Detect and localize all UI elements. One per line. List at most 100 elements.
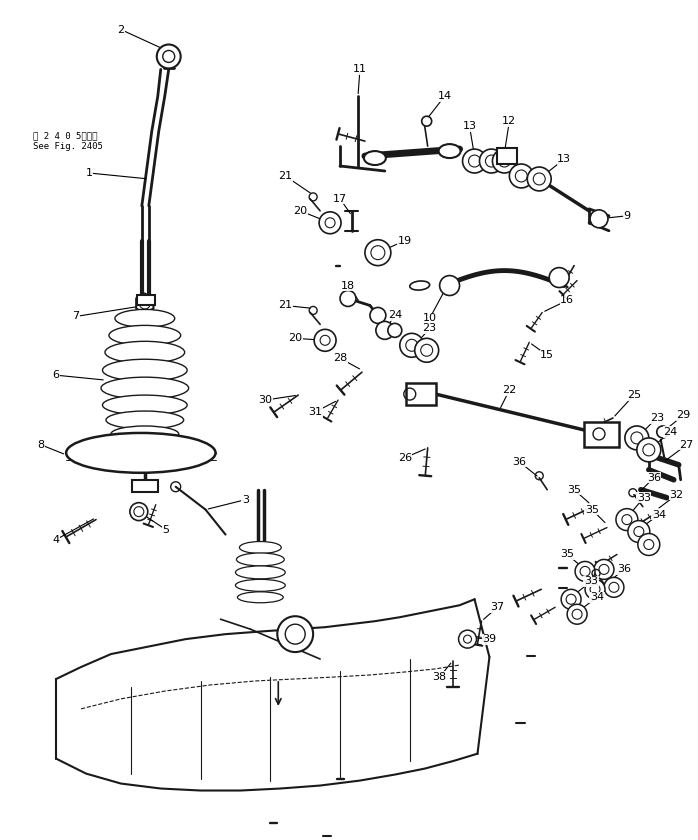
Circle shape [638,533,660,555]
Text: 13: 13 [463,121,477,131]
Text: 21: 21 [279,301,292,311]
Text: 33: 33 [584,576,598,586]
Text: 2: 2 [117,24,124,34]
Circle shape [463,149,487,173]
Circle shape [415,339,438,362]
Ellipse shape [105,341,185,363]
Ellipse shape [239,542,281,554]
Bar [584,422,619,447]
Text: 18: 18 [341,281,355,291]
Text: 6: 6 [52,370,59,381]
Circle shape [616,509,638,531]
Text: 34: 34 [652,510,666,520]
Text: 34: 34 [590,592,604,602]
Circle shape [130,502,148,521]
Ellipse shape [364,151,386,165]
Circle shape [157,45,181,68]
Ellipse shape [235,580,285,591]
Circle shape [277,617,313,652]
Text: 13: 13 [557,154,571,164]
Circle shape [585,580,605,599]
Circle shape [440,276,459,296]
Circle shape [365,239,391,265]
Text: 1: 1 [86,168,93,178]
Text: 24: 24 [387,311,402,320]
Polygon shape [136,293,154,313]
Ellipse shape [237,553,284,566]
Text: 16: 16 [560,296,574,306]
Text: 37: 37 [490,602,505,612]
Text: 24: 24 [664,427,678,437]
Bar [498,148,517,164]
Ellipse shape [438,144,461,158]
Ellipse shape [235,566,285,579]
Circle shape [604,577,624,597]
Circle shape [319,212,341,234]
Circle shape [370,307,386,323]
Text: 10: 10 [423,313,437,323]
Circle shape [314,329,336,351]
Circle shape [625,426,649,450]
Circle shape [376,322,394,339]
Circle shape [492,149,517,173]
Circle shape [480,149,503,173]
Circle shape [628,521,650,543]
Ellipse shape [66,433,216,473]
Text: 第 2 4 0 5回参照
See Fig. 2405: 第 2 4 0 5回参照 See Fig. 2405 [33,131,103,150]
Text: 38: 38 [433,672,447,682]
Text: 12: 12 [503,116,517,126]
Text: 8: 8 [38,440,45,450]
Circle shape [340,291,356,307]
Circle shape [459,630,477,648]
Text: 35: 35 [585,505,599,515]
Ellipse shape [101,377,188,399]
Text: 35: 35 [560,549,574,559]
Text: 33: 33 [637,493,651,502]
Circle shape [388,323,402,338]
Text: 36: 36 [617,564,631,575]
Text: 36: 36 [647,473,661,483]
Text: 21: 21 [279,171,292,181]
Circle shape [567,604,587,624]
Text: 26: 26 [398,453,412,463]
Circle shape [400,333,424,357]
Circle shape [549,268,569,287]
Text: 20: 20 [288,333,302,344]
Ellipse shape [106,411,184,429]
Text: 9: 9 [623,211,630,221]
Text: 23: 23 [422,323,437,333]
Text: 7: 7 [73,312,80,322]
Text: 5: 5 [162,524,169,534]
Text: 29: 29 [676,410,691,420]
Text: 20: 20 [293,206,307,216]
Bar [406,383,436,405]
Text: 25: 25 [627,390,641,400]
Text: 4: 4 [52,534,60,544]
Circle shape [510,164,533,188]
Text: 35: 35 [567,485,581,495]
Text: 27: 27 [680,440,694,450]
Ellipse shape [109,325,181,345]
Circle shape [594,559,614,580]
Text: 30: 30 [258,395,272,405]
Text: 19: 19 [398,236,412,246]
Text: 14: 14 [438,92,452,102]
Text: 39: 39 [482,634,496,644]
Circle shape [527,167,551,191]
Text: 28: 28 [333,354,347,363]
Text: 32: 32 [669,490,684,500]
Text: 22: 22 [503,385,517,395]
Circle shape [637,438,661,462]
Circle shape [590,210,608,228]
Bar [132,480,158,491]
Ellipse shape [410,281,430,290]
Ellipse shape [103,360,187,381]
Text: 3: 3 [242,495,249,505]
Ellipse shape [237,592,283,603]
Text: 11: 11 [353,65,367,75]
Circle shape [561,590,581,609]
Ellipse shape [103,395,187,415]
Text: 23: 23 [650,413,664,423]
Circle shape [575,561,595,581]
Text: 17: 17 [333,194,347,204]
